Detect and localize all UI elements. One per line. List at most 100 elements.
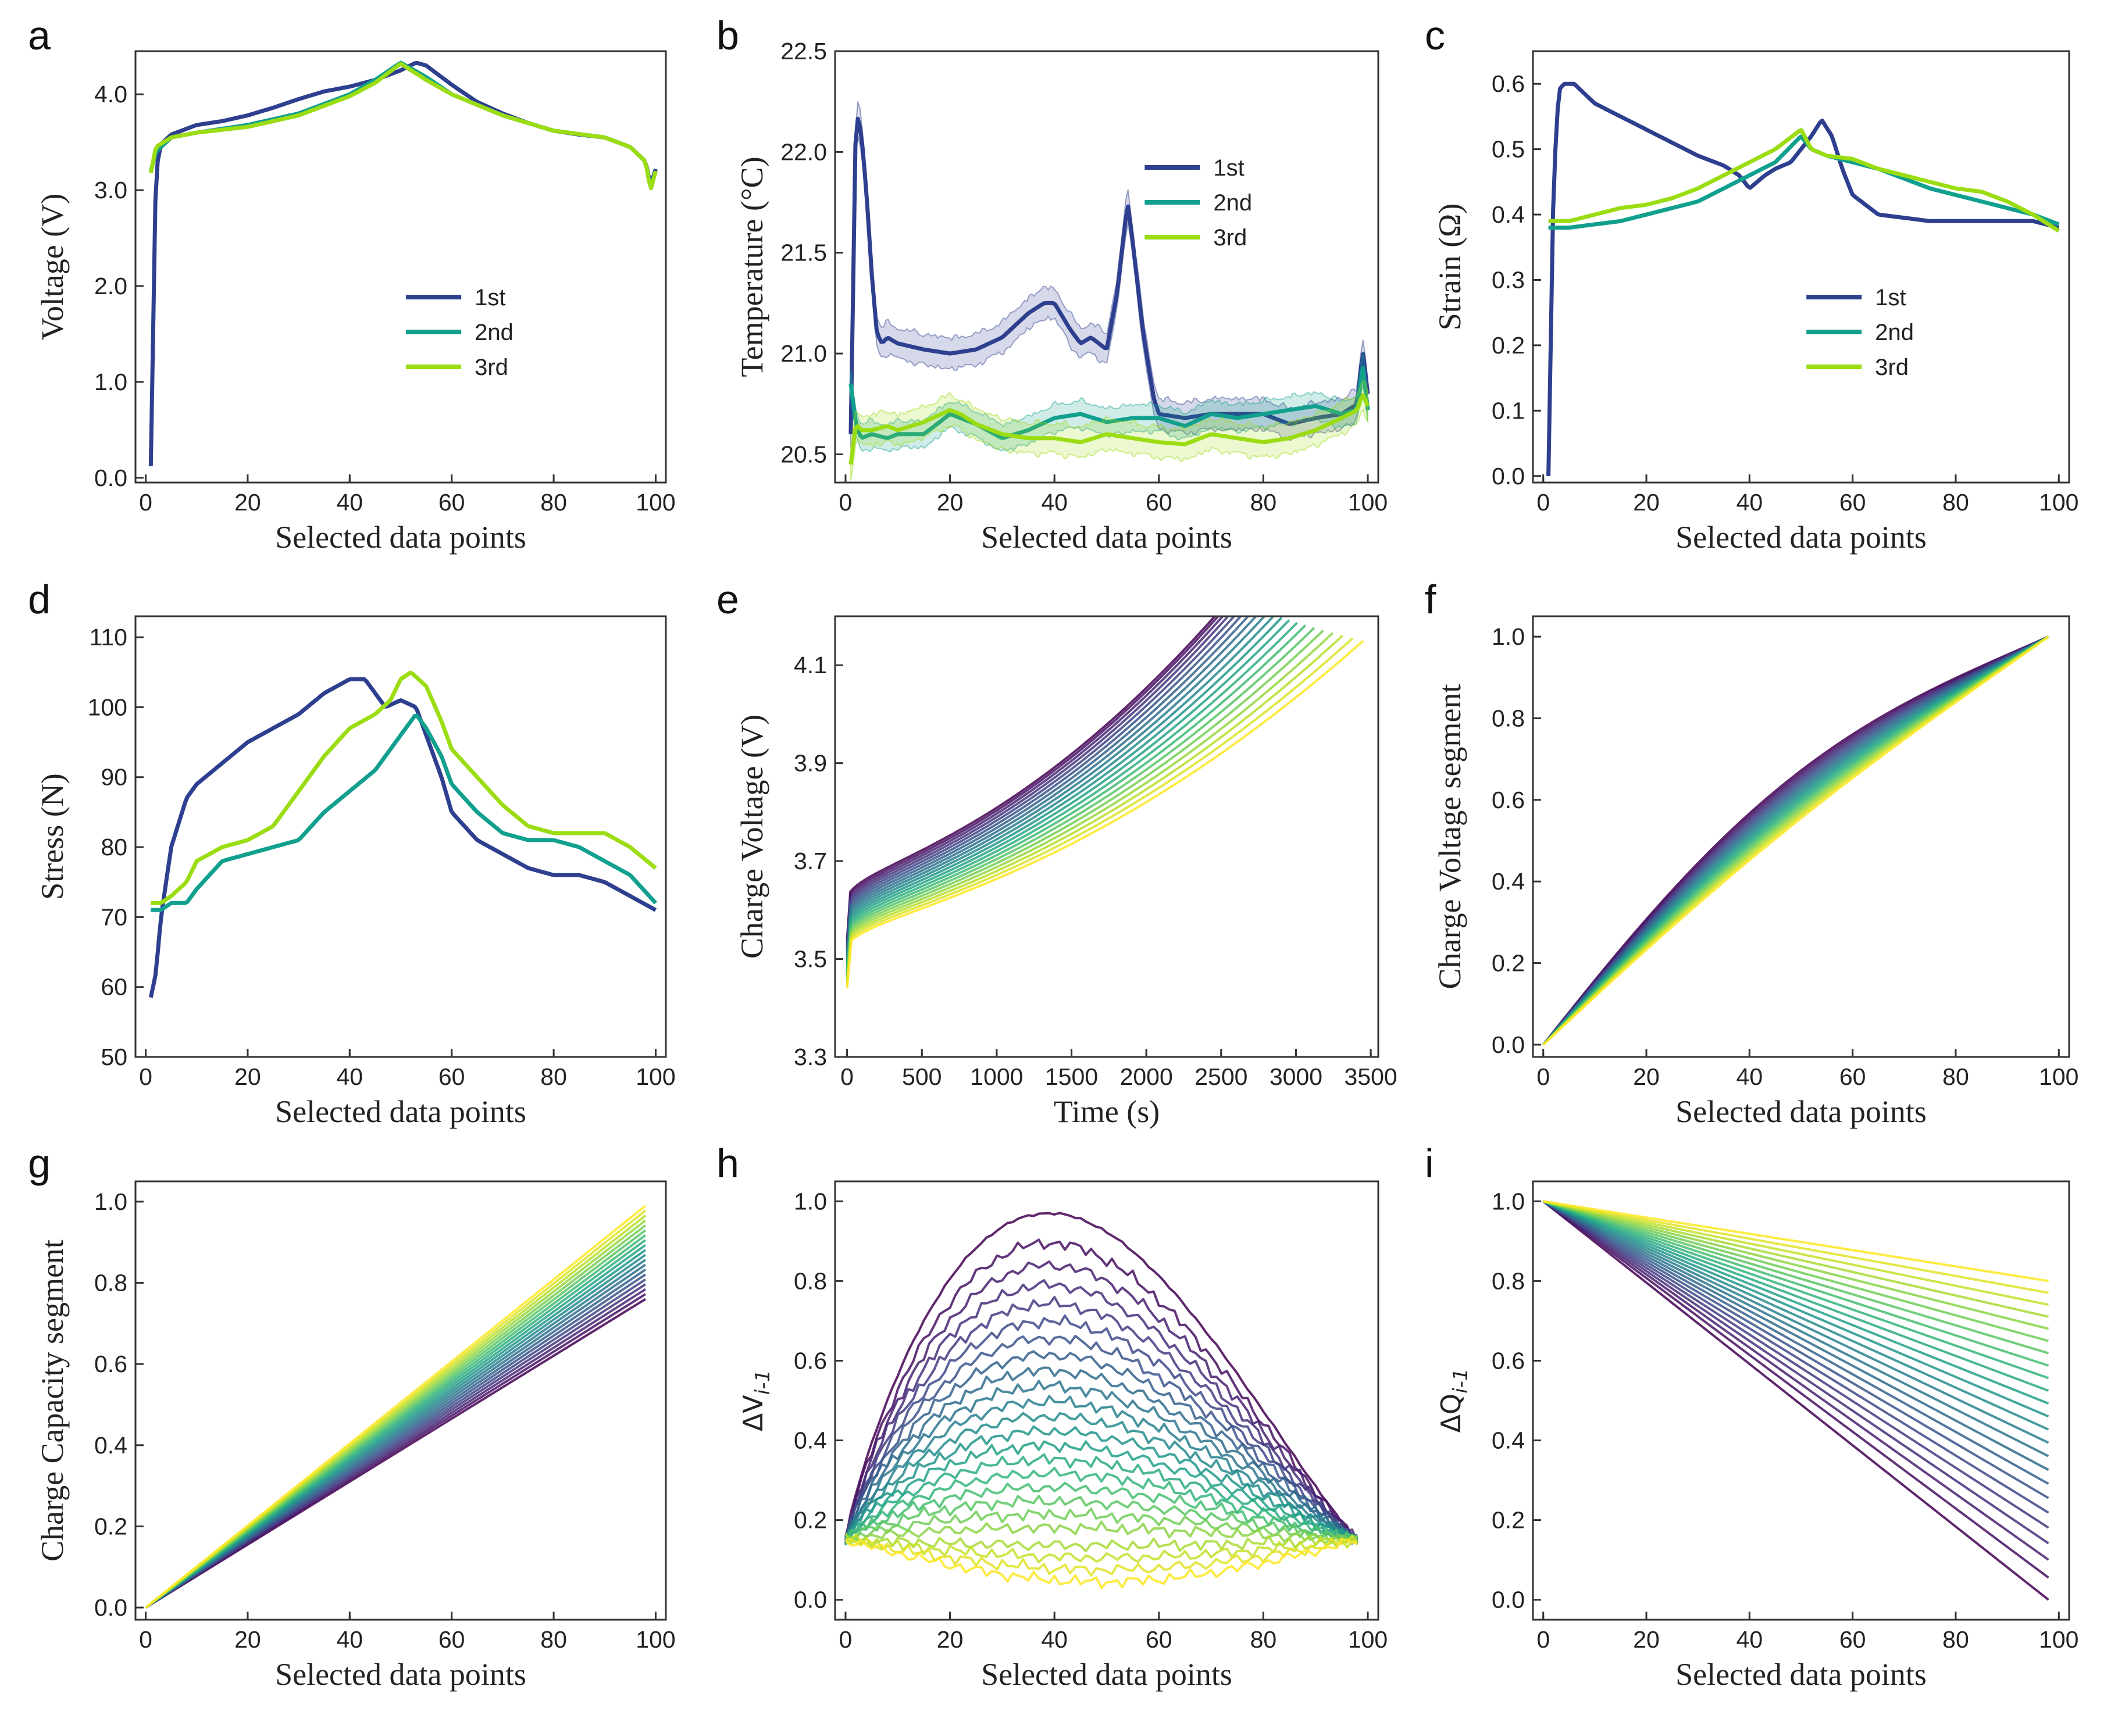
curve-i-7	[1542, 1200, 2049, 1499]
xtick-label: 60	[1839, 1626, 1866, 1653]
xtick-label: 2500	[1194, 1063, 1247, 1090]
ylabel-d: Stress (N)	[35, 773, 70, 899]
curve-f-9	[1542, 635, 2049, 1046]
series-c-1st	[1546, 81, 2060, 476]
xtick-label: 80	[1250, 1626, 1277, 1653]
curve-h-12	[844, 1412, 1358, 1544]
series-d-1st	[148, 677, 657, 998]
plot-area-c	[1546, 81, 2060, 476]
legend-b: 1st 2nd 3rd	[1144, 155, 1252, 251]
xtick-label: 3500	[1345, 1063, 1397, 1090]
band-b-1st	[850, 101, 1368, 448]
ylabel-a: Voltage (V)	[35, 194, 70, 340]
ytick-label: 0.6	[1492, 1347, 1525, 1374]
curve-h-15	[844, 1453, 1358, 1544]
xtick-label: 100	[636, 1063, 675, 1090]
curve-f-16	[1542, 635, 2049, 1046]
series-d-2nd	[151, 713, 658, 912]
series-b-2nd	[848, 366, 1370, 440]
legend-label-2nd: 2nd	[1875, 320, 1914, 345]
ytick-label: 2.0	[94, 273, 127, 299]
plot-area-e	[846, 616, 1364, 989]
xlabel-f: Selected data points	[1675, 1094, 1927, 1129]
curve-h-19	[845, 1508, 1358, 1545]
xtick-label: 80	[540, 1626, 567, 1653]
ytick-label: 90	[101, 764, 127, 791]
plot-area-g	[145, 1205, 647, 1609]
panel-h: h 0 20 40 60 80 100 0.0 0.2 0.4 0.6 0.8 1.0 Selected …	[716, 1141, 1388, 1692]
ylabel-b: Temperature (°C)	[734, 156, 769, 377]
xtick-label: 80	[1942, 489, 1969, 516]
curve-e-1	[846, 616, 1217, 940]
panel-e: e 0 500 1000 1500 2000 2500 3000 3500 3.3 3.5 3.7 3.…	[716, 577, 1397, 1129]
curve-f-15	[1542, 635, 2049, 1046]
curve-i-13	[1542, 1200, 2049, 1418]
ytick-label: 60	[101, 974, 127, 1001]
panel-letter-h: h	[716, 1141, 739, 1186]
curve-e-8	[846, 616, 1258, 958]
curve-i-3	[1542, 1200, 2049, 1561]
curve-h-1	[844, 1212, 1358, 1541]
curve-h-16	[844, 1466, 1358, 1545]
legend-c: 1st 2nd 3rd	[1806, 285, 1914, 380]
xtick-label: 500	[902, 1063, 942, 1090]
curve-f-6	[1542, 635, 2049, 1046]
curve-h-17	[844, 1481, 1358, 1546]
ytick-label: 3.0	[94, 177, 127, 203]
ylabel-c: Strain (Ω)	[1432, 203, 1467, 331]
curve-i-4	[1542, 1200, 2049, 1545]
ytick-label: 21.5	[780, 240, 827, 266]
curve-i-9	[1542, 1200, 2049, 1471]
ytick-label: 70	[101, 903, 127, 930]
ytick-label: 3.9	[794, 750, 827, 777]
panel-letter-b: b	[716, 13, 739, 58]
series-a-2nd	[148, 60, 658, 189]
ytick-label: 0.2	[1492, 332, 1525, 359]
panel-c: c 0 20 40 60 80 100 0.0 0.1 0.2 0.3 0.4 0.5 0.6 Select…	[1425, 13, 2078, 555]
ytick-label: 20.5	[780, 441, 827, 467]
plot-area-b	[848, 101, 1370, 481]
xtick-label: 100	[636, 489, 675, 516]
curve-e-19	[846, 637, 1354, 986]
curve-i-1	[1542, 1200, 2049, 1601]
curve-i-19	[1543, 1200, 2049, 1342]
ytick-label: 0.0	[94, 1594, 127, 1621]
panel-letter-i: i	[1425, 1141, 1434, 1186]
curve-h-18	[845, 1495, 1358, 1544]
curve-i-22	[1543, 1200, 2049, 1306]
curve-h-23	[845, 1535, 1358, 1577]
curve-h-3	[844, 1260, 1358, 1543]
curve-h-7	[844, 1334, 1358, 1545]
curve-i-6	[1542, 1200, 2049, 1514]
legend-label-2nd: 2nd	[475, 320, 514, 345]
panel-i: i 0 20 40 60 80 100 0.0 0.2 0.4 0.6 0.8 1.0 Selected …	[1425, 1141, 2078, 1692]
curve-g-20	[145, 1205, 647, 1609]
curve-e-5	[846, 616, 1236, 950]
xtick-label: 40	[1736, 1063, 1763, 1090]
ytick-label: 1.0	[1492, 1188, 1525, 1215]
curve-h-24	[844, 1538, 1358, 1589]
ytick-label: 0.4	[94, 1432, 127, 1459]
curve-i-17	[1543, 1200, 2049, 1367]
ytick-label: 0.8	[794, 1267, 827, 1294]
panel-letter-a: a	[28, 13, 51, 58]
legend-label-2nd: 2nd	[1213, 190, 1252, 216]
xtick-label: 100	[1348, 489, 1388, 516]
series-a-1st	[148, 60, 658, 467]
xtick-label: 0	[840, 1063, 854, 1090]
xlabel-c: Selected data points	[1675, 520, 1927, 555]
xlabel-e: Time (s)	[1054, 1094, 1160, 1129]
xlabel-i: Selected data points	[1675, 1657, 1927, 1692]
xtick-label: 0	[1536, 489, 1550, 516]
curve-e-4	[846, 616, 1230, 948]
ytick-label: 0.6	[94, 1351, 127, 1377]
xtick-label: 20	[234, 1626, 261, 1653]
ytick-label: 0.6	[1492, 70, 1525, 97]
curve-h-4	[844, 1279, 1358, 1544]
legend-label-3rd: 3rd	[1875, 355, 1909, 380]
xtick-label: 0	[1536, 1063, 1550, 1090]
xtick-label: 100	[636, 1626, 675, 1653]
xtick-label: 60	[1146, 1626, 1172, 1653]
ytick-label: 0.1	[1492, 397, 1525, 424]
ytick-label: 0.0	[94, 465, 127, 491]
